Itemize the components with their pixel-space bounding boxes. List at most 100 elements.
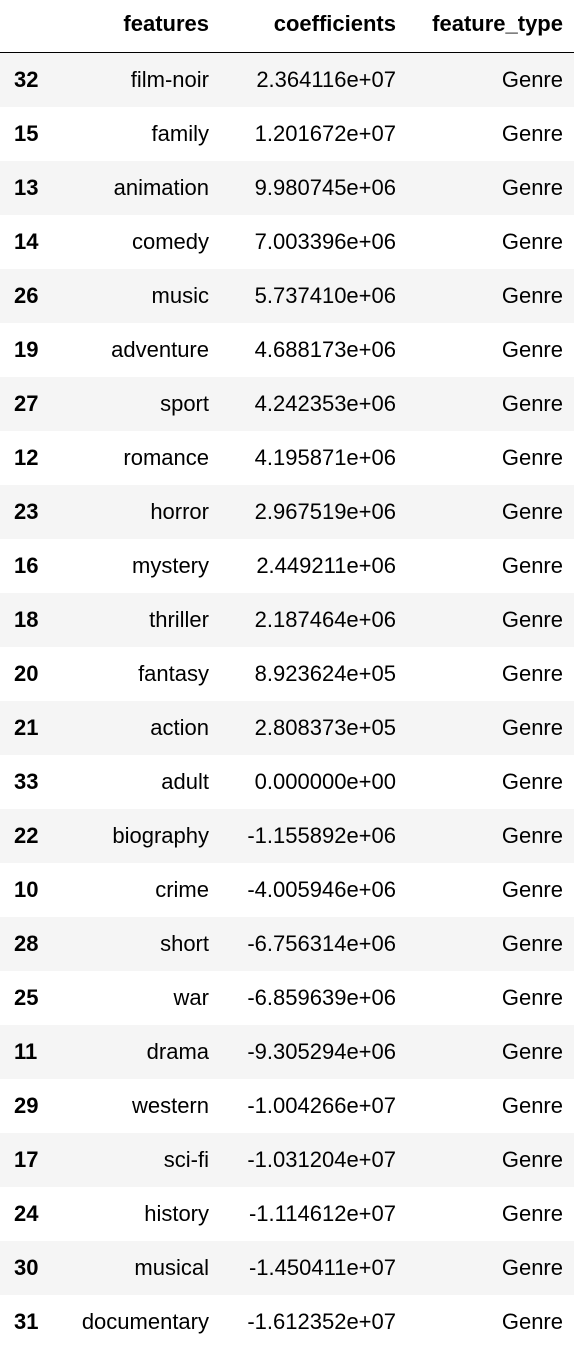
row-index: 20 — [0, 647, 52, 701]
feature-cell: mystery — [52, 539, 220, 593]
feature-type-cell: Genre — [407, 1187, 574, 1241]
feature-type-cell: Genre — [407, 1025, 574, 1079]
feature-type-cell: Genre — [407, 215, 574, 269]
table-row: 17 sci-fi -1.031204e+07 Genre — [0, 1133, 574, 1187]
feature-cell: drama — [52, 1025, 220, 1079]
coefficient-cell: 9.980745e+06 — [220, 161, 407, 215]
row-index: 18 — [0, 593, 52, 647]
table-row: 30 musical -1.450411e+07 Genre — [0, 1241, 574, 1295]
coefficient-cell: 7.003396e+06 — [220, 215, 407, 269]
feature-type-cell: Genre — [407, 755, 574, 809]
coefficient-cell: 2.364116e+07 — [220, 53, 407, 107]
feature-cell: documentary — [52, 1295, 220, 1349]
feature-cell: romance — [52, 431, 220, 485]
coefficient-cell: -1.004266e+07 — [220, 1079, 407, 1133]
row-index: 32 — [0, 53, 52, 107]
coefficient-cell: -1.114612e+07 — [220, 1187, 407, 1241]
feature-type-cell: Genre — [407, 593, 574, 647]
row-index: 17 — [0, 1133, 52, 1187]
coefficient-cell: -6.756314e+06 — [220, 917, 407, 971]
feature-type-cell: Genre — [407, 917, 574, 971]
header-index — [0, 0, 52, 53]
table-row: 14 comedy 7.003396e+06 Genre — [0, 215, 574, 269]
header-feature-type: feature_type — [407, 0, 574, 53]
feature-type-cell: Genre — [407, 323, 574, 377]
table-header: features coefficients feature_type — [0, 0, 574, 53]
header-features: features — [52, 0, 220, 53]
coefficient-cell: 2.449211e+06 — [220, 539, 407, 593]
feature-cell: western — [52, 1079, 220, 1133]
feature-cell: history — [52, 1187, 220, 1241]
table-row: 22 biography -1.155892e+06 Genre — [0, 809, 574, 863]
table-row: 15 family 1.201672e+07 Genre — [0, 107, 574, 161]
feature-type-cell: Genre — [407, 539, 574, 593]
row-index: 21 — [0, 701, 52, 755]
table-row: 18 thriller 2.187464e+06 Genre — [0, 593, 574, 647]
coefficient-cell: 2.808373e+05 — [220, 701, 407, 755]
table-row: 28 short -6.756314e+06 Genre — [0, 917, 574, 971]
table-row: 19 adventure 4.688173e+06 Genre — [0, 323, 574, 377]
coefficient-cell: 5.737410e+06 — [220, 269, 407, 323]
feature-type-cell: Genre — [407, 53, 574, 107]
table-row: 23 horror 2.967519e+06 Genre — [0, 485, 574, 539]
row-index: 29 — [0, 1079, 52, 1133]
row-index: 24 — [0, 1187, 52, 1241]
row-index: 27 — [0, 377, 52, 431]
table-row: 21 action 2.808373e+05 Genre — [0, 701, 574, 755]
feature-type-cell: Genre — [407, 701, 574, 755]
feature-type-cell: Genre — [407, 971, 574, 1025]
row-index: 26 — [0, 269, 52, 323]
feature-type-cell: Genre — [407, 269, 574, 323]
coefficient-cell: -1.155892e+06 — [220, 809, 407, 863]
header-coefficients: coefficients — [220, 0, 407, 53]
feature-cell: horror — [52, 485, 220, 539]
feature-cell: sport — [52, 377, 220, 431]
row-index: 16 — [0, 539, 52, 593]
table-row: 11 drama -9.305294e+06 Genre — [0, 1025, 574, 1079]
table-row: 20 fantasy 8.923624e+05 Genre — [0, 647, 574, 701]
coefficient-cell: 2.967519e+06 — [220, 485, 407, 539]
feature-cell: film-noir — [52, 53, 220, 107]
feature-cell: sci-fi — [52, 1133, 220, 1187]
table-row: 25 war -6.859639e+06 Genre — [0, 971, 574, 1025]
coefficient-cell: 2.187464e+06 — [220, 593, 407, 647]
row-index: 12 — [0, 431, 52, 485]
feature-cell: comedy — [52, 215, 220, 269]
table-body: 32 film-noir 2.364116e+07 Genre 15 family 1.20… — [0, 53, 574, 1349]
feature-type-cell: Genre — [407, 107, 574, 161]
header-row: features coefficients feature_type — [0, 0, 574, 53]
row-index: 14 — [0, 215, 52, 269]
feature-cell: adult — [52, 755, 220, 809]
table-row: 31 documentary -1.612352e+07 Genre — [0, 1295, 574, 1349]
feature-type-cell: Genre — [407, 1241, 574, 1295]
feature-cell: music — [52, 269, 220, 323]
table-row: 24 history -1.114612e+07 Genre — [0, 1187, 574, 1241]
row-index: 33 — [0, 755, 52, 809]
feature-type-cell: Genre — [407, 1295, 574, 1349]
coefficient-cell: -9.305294e+06 — [220, 1025, 407, 1079]
coefficient-cell: 1.201672e+07 — [220, 107, 407, 161]
table-row: 13 animation 9.980745e+06 Genre — [0, 161, 574, 215]
feature-cell: action — [52, 701, 220, 755]
feature-cell: biography — [52, 809, 220, 863]
feature-type-cell: Genre — [407, 809, 574, 863]
feature-cell: short — [52, 917, 220, 971]
table-row: 26 music 5.737410e+06 Genre — [0, 269, 574, 323]
row-index: 25 — [0, 971, 52, 1025]
feature-type-cell: Genre — [407, 377, 574, 431]
table-row: 32 film-noir 2.364116e+07 Genre — [0, 53, 574, 107]
feature-cell: crime — [52, 863, 220, 917]
feature-cell: adventure — [52, 323, 220, 377]
feature-type-cell: Genre — [407, 1133, 574, 1187]
coefficient-cell: -1.612352e+07 — [220, 1295, 407, 1349]
coefficient-cell: 0.000000e+00 — [220, 755, 407, 809]
feature-cell: musical — [52, 1241, 220, 1295]
coefficient-cell: -4.005946e+06 — [220, 863, 407, 917]
feature-cell: family — [52, 107, 220, 161]
feature-type-cell: Genre — [407, 485, 574, 539]
row-index: 10 — [0, 863, 52, 917]
table-row: 29 western -1.004266e+07 Genre — [0, 1079, 574, 1133]
coefficient-cell: 4.195871e+06 — [220, 431, 407, 485]
coefficient-cell: -1.031204e+07 — [220, 1133, 407, 1187]
